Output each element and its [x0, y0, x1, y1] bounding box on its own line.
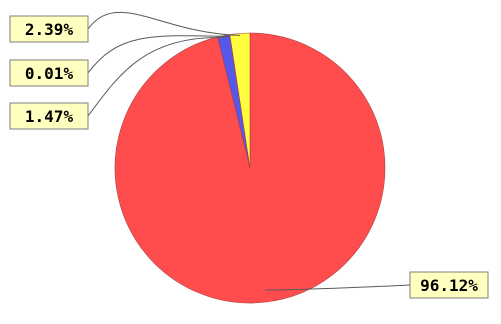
- slice-labels: 96.12% 1.47% 0.01% 2.39%: [9, 15, 489, 299]
- slice-label-box: [9, 59, 89, 87]
- leader-line-3: [87, 11, 241, 36]
- slice-label-0: 96.12%: [409, 271, 489, 299]
- slice-label-text: 1.47%: [25, 107, 74, 126]
- leader-line-0: [264, 284, 411, 291]
- slice-label-text: 0.01%: [25, 64, 74, 83]
- slice-label-box: [9, 102, 89, 130]
- slice-label-1: 1.47%: [9, 102, 89, 130]
- slice-label-text: 96.12%: [420, 276, 478, 295]
- pie-slices: [114, 32, 386, 304]
- leader-lines: [87, 11, 411, 291]
- slice-label-box: [409, 271, 489, 299]
- leader-line-2: [87, 35, 231, 74]
- slice-label-2: 0.01%: [9, 59, 89, 87]
- slice-label-text: 2.39%: [25, 20, 74, 39]
- slice-label-box: [9, 15, 89, 43]
- leader-line-1: [87, 37, 225, 117]
- slice-label-3: 2.39%: [9, 15, 89, 43]
